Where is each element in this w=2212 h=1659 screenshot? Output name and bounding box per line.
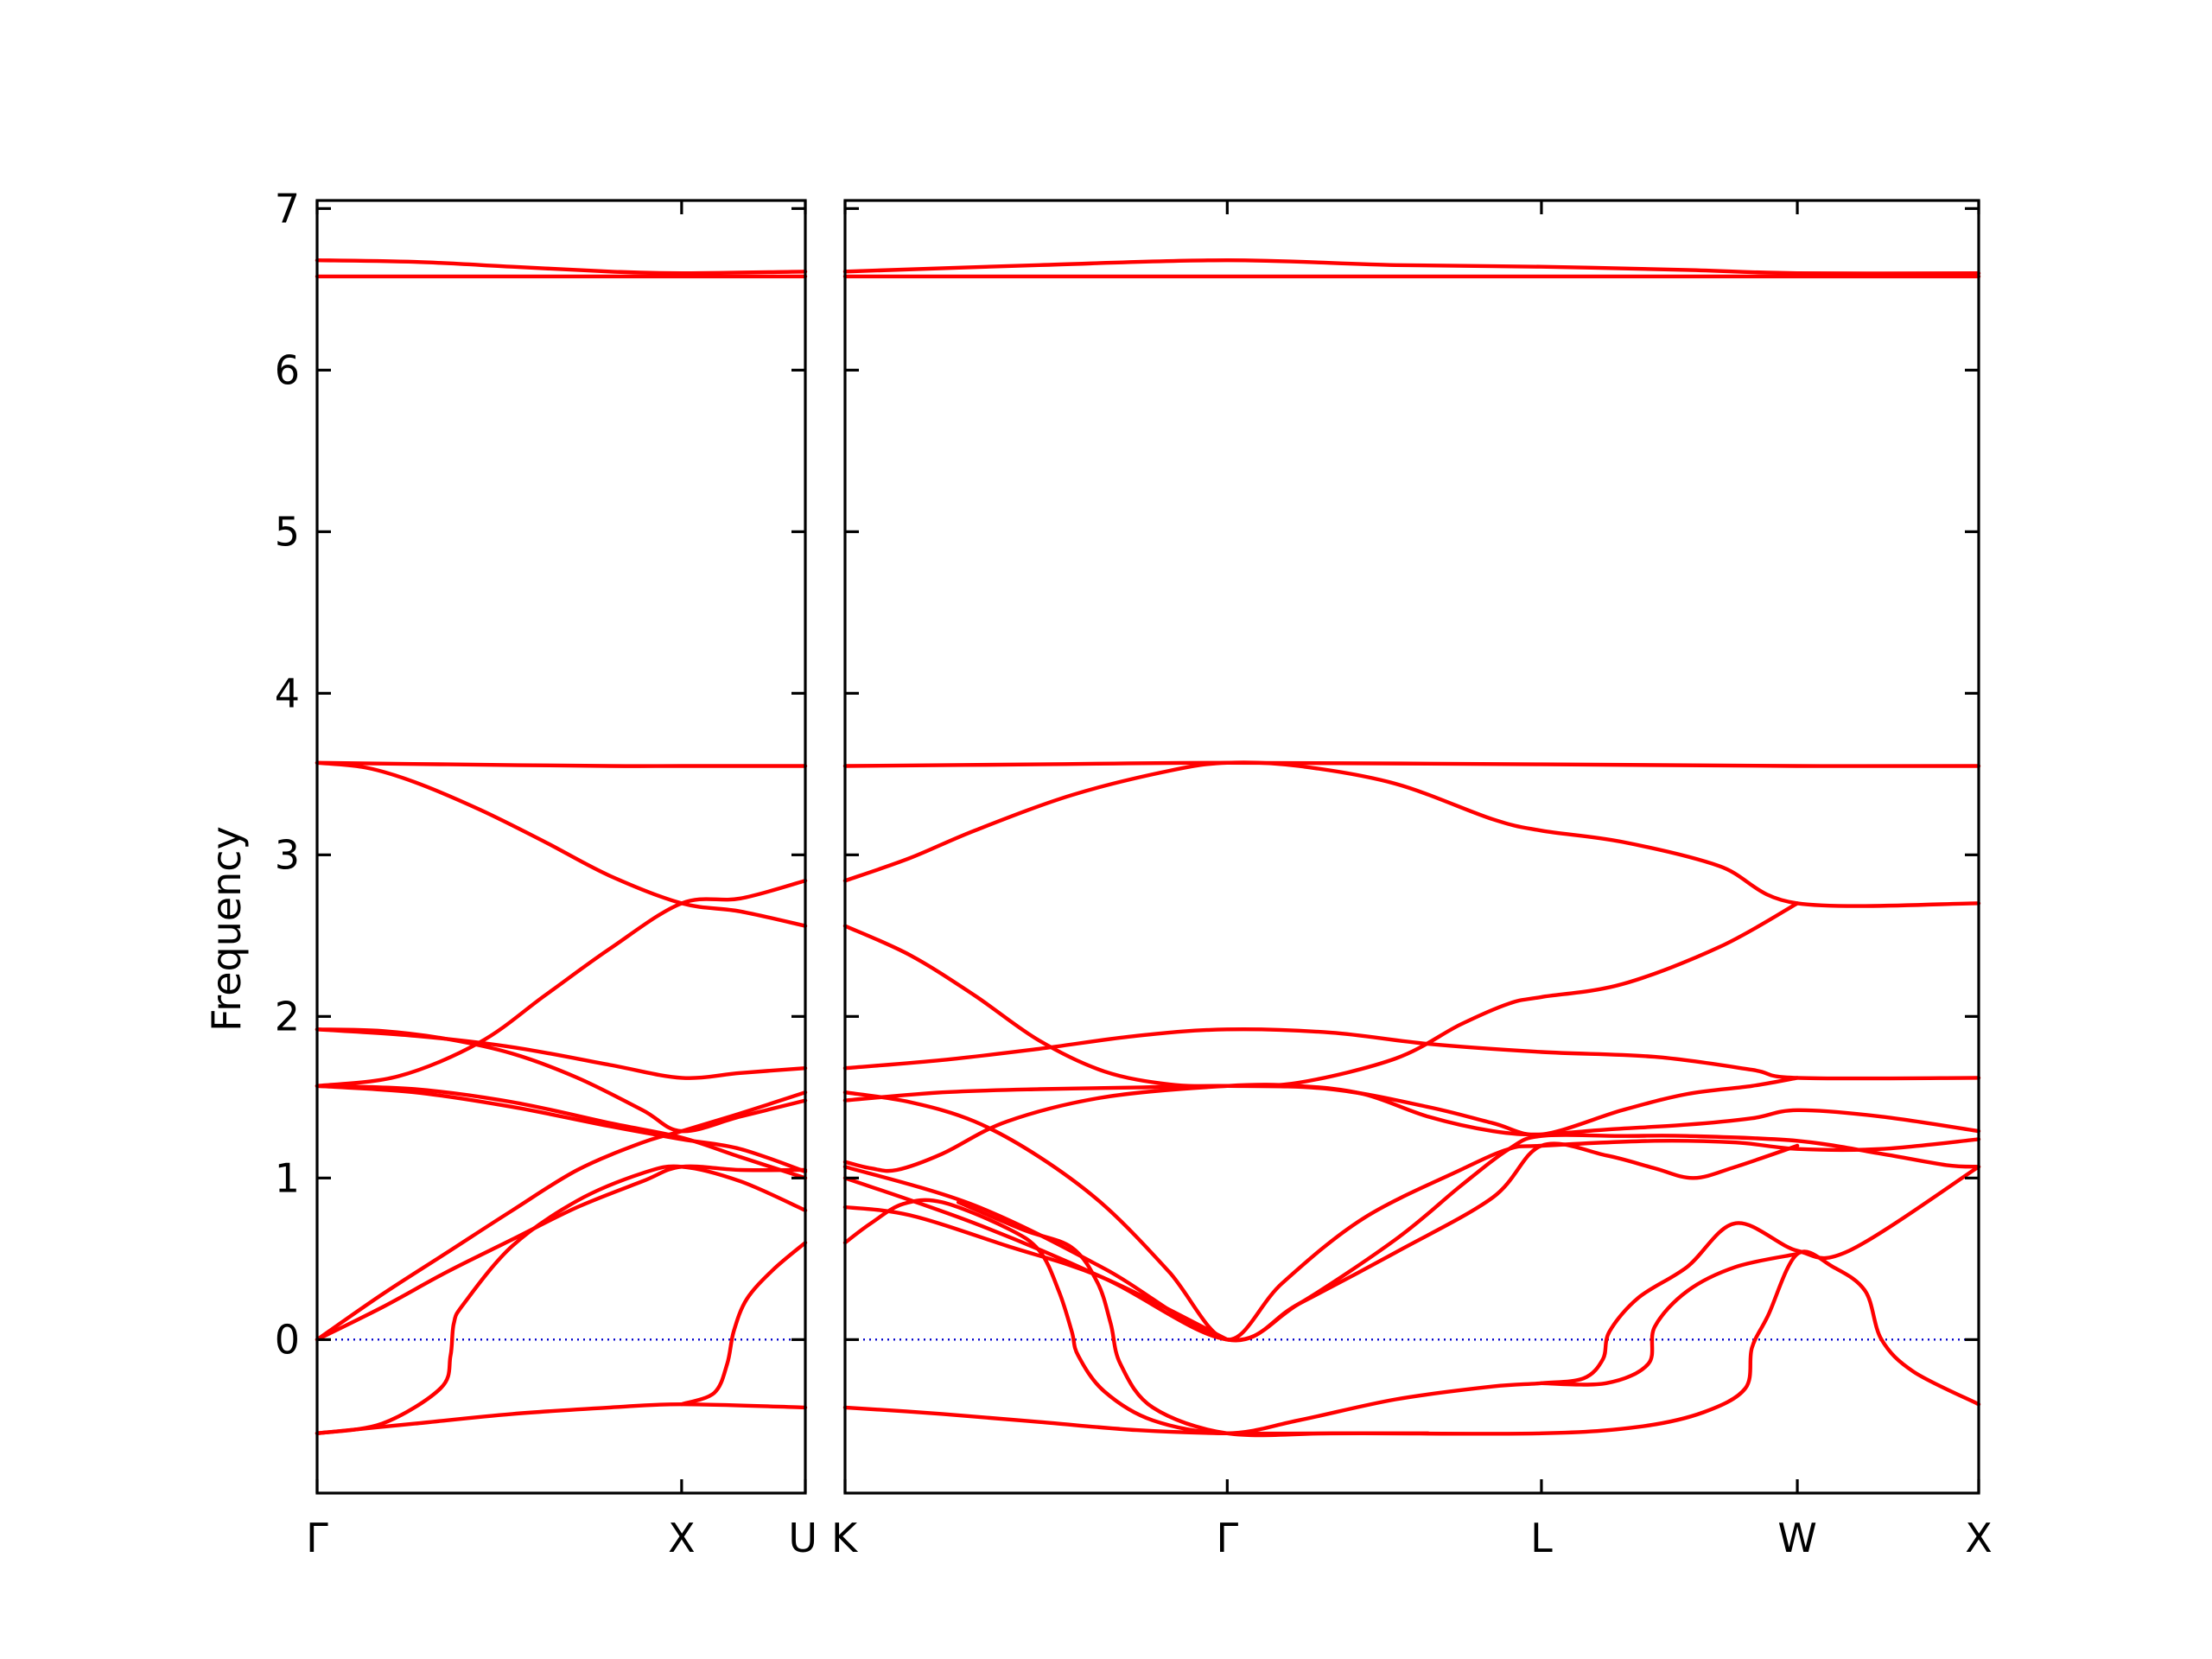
band-line-8 bbox=[842, 1090, 1981, 1342]
plot-frame bbox=[843, 199, 1980, 1495]
band-line-4 bbox=[842, 760, 1981, 908]
band-line-7 bbox=[842, 1076, 1800, 1137]
band-line-13 bbox=[842, 1165, 1981, 1435]
x-tick-label: X bbox=[1965, 1515, 1993, 1561]
x-tick-label: Γ bbox=[306, 1515, 328, 1561]
band-line-10 bbox=[315, 1090, 808, 1342]
band-line-5 bbox=[842, 901, 1800, 1089]
y-axis-label: Frequency bbox=[203, 826, 250, 1032]
band-line-15 bbox=[957, 1200, 1430, 1438]
x-tick-label: L bbox=[1530, 1515, 1553, 1561]
panel-left: 0 1 2 3 4 5 6 7 Γ X U bbox=[275, 185, 817, 1561]
band-line-6 bbox=[842, 1027, 1981, 1081]
plot-frame bbox=[315, 199, 807, 1495]
band-line-9 bbox=[315, 1084, 808, 1180]
band-line-3 bbox=[315, 760, 808, 768]
x-tick-label: U bbox=[788, 1515, 817, 1561]
y-tick-label: 3 bbox=[275, 831, 300, 878]
y-tick-label: 4 bbox=[275, 670, 300, 716]
y-tick-label: 6 bbox=[275, 346, 300, 393]
band-line-13 bbox=[315, 1402, 808, 1435]
y-tick-label: 2 bbox=[275, 993, 300, 1039]
x-tick-label: W bbox=[1777, 1515, 1816, 1561]
band-line-9 bbox=[842, 1083, 1981, 1173]
band-line-1 bbox=[842, 258, 1981, 276]
y-tick-label: 7 bbox=[275, 185, 300, 232]
band-line-14 bbox=[842, 1249, 1981, 1436]
band-line-8 bbox=[315, 1084, 808, 1174]
band-line-11 bbox=[842, 1133, 1981, 1343]
band-line-6 bbox=[315, 1027, 808, 1134]
band-line-14 bbox=[679, 1241, 808, 1407]
band-line-10 bbox=[842, 1141, 1800, 1343]
y-tick-label: 0 bbox=[275, 1316, 300, 1363]
band-line-12 bbox=[842, 1205, 1230, 1342]
band-line-3 bbox=[842, 760, 1981, 768]
band-line-11 bbox=[315, 1164, 808, 1342]
y-tick-label: 1 bbox=[275, 1154, 300, 1201]
band-line-16 bbox=[1539, 1252, 1800, 1387]
band-line-4 bbox=[315, 760, 808, 928]
band-line-1 bbox=[315, 258, 808, 276]
band-line-5 bbox=[315, 879, 808, 1088]
band-line-12 bbox=[315, 1164, 808, 1435]
x-tick-label: Γ bbox=[1217, 1515, 1239, 1561]
x-tick-label: X bbox=[668, 1515, 696, 1561]
band-line-7 bbox=[315, 1027, 808, 1080]
x-tick-label: K bbox=[831, 1515, 859, 1561]
y-tick-label: 5 bbox=[275, 508, 300, 555]
